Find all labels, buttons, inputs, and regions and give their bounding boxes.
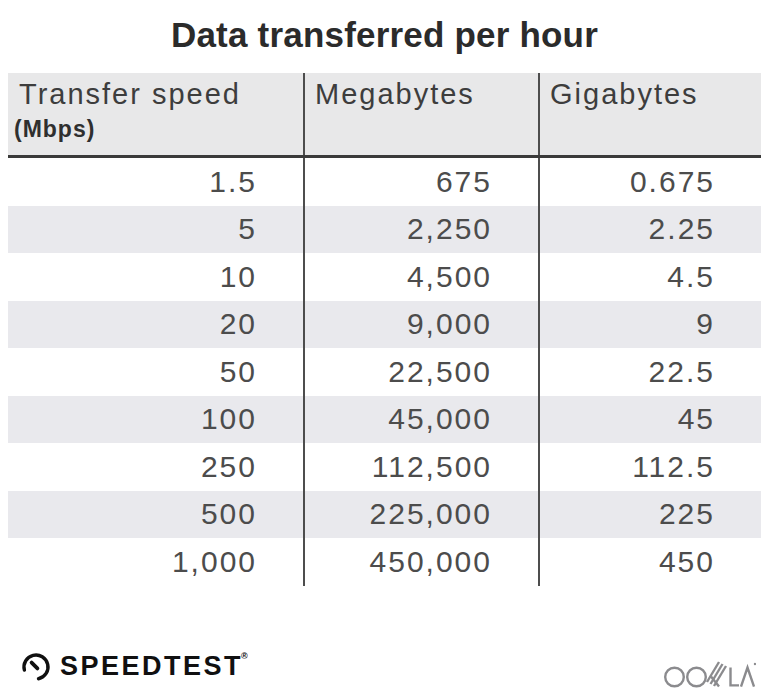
table-cell: 450 xyxy=(538,538,761,586)
table-cell: 1,000 xyxy=(8,538,303,586)
page-title: Data transferred per hour xyxy=(0,15,769,55)
table-header-row: Transfer speed (Mbps) Megabytes Gigabyte… xyxy=(8,73,761,158)
table-row: 500225,000225 xyxy=(8,491,761,539)
table-cell: 225 xyxy=(538,491,761,539)
ookla-wordmark-icon xyxy=(664,660,756,690)
header-mbps-unit: (Mbps) xyxy=(14,117,303,141)
table-cell: 112,500 xyxy=(303,443,538,491)
table-cell: 112.5 xyxy=(538,443,761,491)
table-row: 10045,00045 xyxy=(8,396,761,444)
table-cell: 9 xyxy=(538,301,761,349)
registered-trademark-icon: ® xyxy=(241,651,248,661)
table-row: 52,2502.25 xyxy=(8,206,761,254)
table-cell: 22.5 xyxy=(538,348,761,396)
table-cell: 675 xyxy=(303,158,538,206)
table-cell: 1.5 xyxy=(8,158,303,206)
table-row: 5022,50022.5 xyxy=(8,348,761,396)
ookla-logo xyxy=(664,660,756,694)
speedtest-wordmark: SPEEDTEST xyxy=(60,651,243,682)
table-cell: 9,000 xyxy=(303,301,538,349)
table-row: 250112,500112.5 xyxy=(8,443,761,491)
table-row: 1.56750.675 xyxy=(8,158,761,206)
table-cell: 2,250 xyxy=(303,206,538,254)
data-table: Transfer speed (Mbps) Megabytes Gigabyte… xyxy=(8,73,761,586)
header-transfer-speed: Transfer speed (Mbps) xyxy=(8,73,303,155)
table-cell: 5 xyxy=(8,206,303,254)
table-cell: 22,500 xyxy=(303,348,538,396)
table-cell: 45 xyxy=(538,396,761,444)
page: Data transferred per hour Transfer speed… xyxy=(0,0,769,698)
table-cell: 4,500 xyxy=(303,253,538,301)
table-cell: 0.675 xyxy=(538,158,761,206)
table-cell: 225,000 xyxy=(303,491,538,539)
speedtest-logo: SPEEDTEST® xyxy=(20,650,250,682)
table-row: 104,5004.5 xyxy=(8,253,761,301)
table-cell: 4.5 xyxy=(538,253,761,301)
table-row: 1,000450,000450 xyxy=(8,538,761,586)
table-cell: 100 xyxy=(8,396,303,444)
table-cell: 45,000 xyxy=(303,396,538,444)
header-megabytes: Megabytes xyxy=(303,73,538,155)
table-cell: 20 xyxy=(8,301,303,349)
table-cell: 2.25 xyxy=(538,206,761,254)
speedtest-gauge-icon xyxy=(20,650,52,682)
table-cell: 250 xyxy=(8,443,303,491)
header-transfer-speed-label: Transfer speed xyxy=(19,79,303,109)
header-gigabytes: Gigabytes xyxy=(538,73,761,155)
table-body: 1.56750.67552,2502.25104,5004.5209,00095… xyxy=(8,158,761,586)
table-cell: 450,000 xyxy=(303,538,538,586)
table-row: 209,0009 xyxy=(8,301,761,349)
table-cell: 50 xyxy=(8,348,303,396)
table-cell: 500 xyxy=(8,491,303,539)
table-cell: 10 xyxy=(8,253,303,301)
